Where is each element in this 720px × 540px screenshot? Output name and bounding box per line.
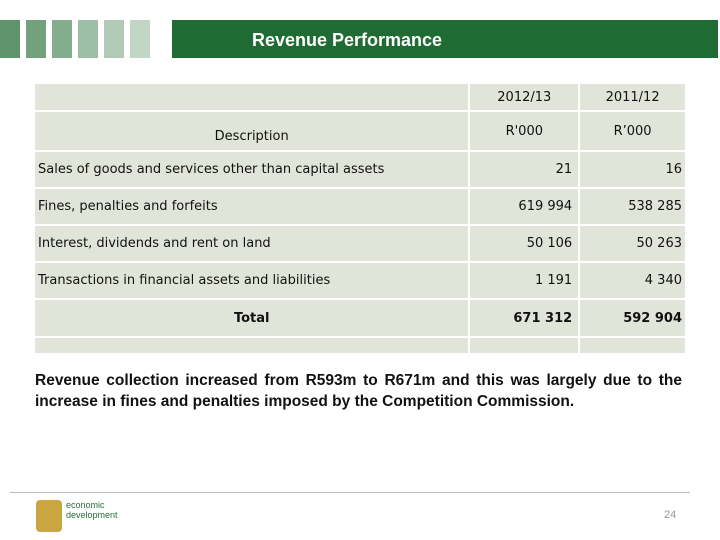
row-value: 619 994 xyxy=(468,187,581,226)
summary-text: Revenue collection increased from R593m … xyxy=(35,372,682,410)
row-label: Sales of goods and services other than c… xyxy=(32,150,471,189)
unit-header: R’000 xyxy=(578,110,687,152)
header-bar xyxy=(172,20,718,58)
table-row: Transactions in financial assets and lia… xyxy=(32,261,687,300)
row-value: 538 285 xyxy=(578,187,687,226)
total-label: Total xyxy=(32,298,471,338)
page-number: 24 xyxy=(664,509,677,521)
header-square xyxy=(0,20,20,58)
header-square xyxy=(52,20,72,58)
header-square xyxy=(104,20,124,58)
header-square xyxy=(78,20,98,58)
unit-header: R'000 xyxy=(468,110,581,152)
total-value: 671 312 xyxy=(468,298,581,338)
column-header: Description xyxy=(32,110,471,152)
slide-title: Revenue Performance xyxy=(251,30,443,50)
cell xyxy=(578,336,687,355)
header-square xyxy=(26,20,46,58)
cell xyxy=(32,82,471,112)
logo-word: economic xyxy=(66,500,105,510)
header-square xyxy=(130,20,150,58)
logo-emblem xyxy=(36,500,62,532)
footer-line xyxy=(10,492,690,493)
table-row: Description R'000 R’000 xyxy=(32,110,687,152)
row-value: 1 191 xyxy=(468,261,581,300)
table-row: Sales of goods and services other than c… xyxy=(32,150,687,189)
cell xyxy=(32,336,471,355)
table-row xyxy=(32,336,687,355)
row-value: 4 340 xyxy=(578,261,687,300)
row-value: 50 263 xyxy=(578,224,687,263)
row-label: Interest, dividends and rent on land xyxy=(32,224,471,263)
logo-text: economic development xyxy=(66,500,118,520)
row-value: 50 106 xyxy=(468,224,581,263)
cell xyxy=(468,336,581,355)
logo-word: development xyxy=(66,510,118,520)
total-value: 592 904 xyxy=(578,298,687,338)
year-header: 2011/12 xyxy=(578,82,687,112)
row-label: Fines, penalties and forfeits xyxy=(32,187,471,226)
row-value: 21 xyxy=(468,150,581,189)
table-row: 2012/13 2011/12 xyxy=(32,82,687,112)
total-row: Total 671 312 592 904 xyxy=(32,298,687,338)
table-row: Fines, penalties and forfeits 619 994 538 … xyxy=(32,187,687,226)
table-row: Interest, dividends and rent on land 50 1… xyxy=(32,224,687,263)
row-label: Transactions in financial assets and lia… xyxy=(32,261,471,300)
row-value: 16 xyxy=(578,150,687,189)
year-header: 2012/13 xyxy=(468,82,581,112)
revenue-table: 2012/13 2011/12 Description R'000 R’000 … xyxy=(32,82,687,355)
